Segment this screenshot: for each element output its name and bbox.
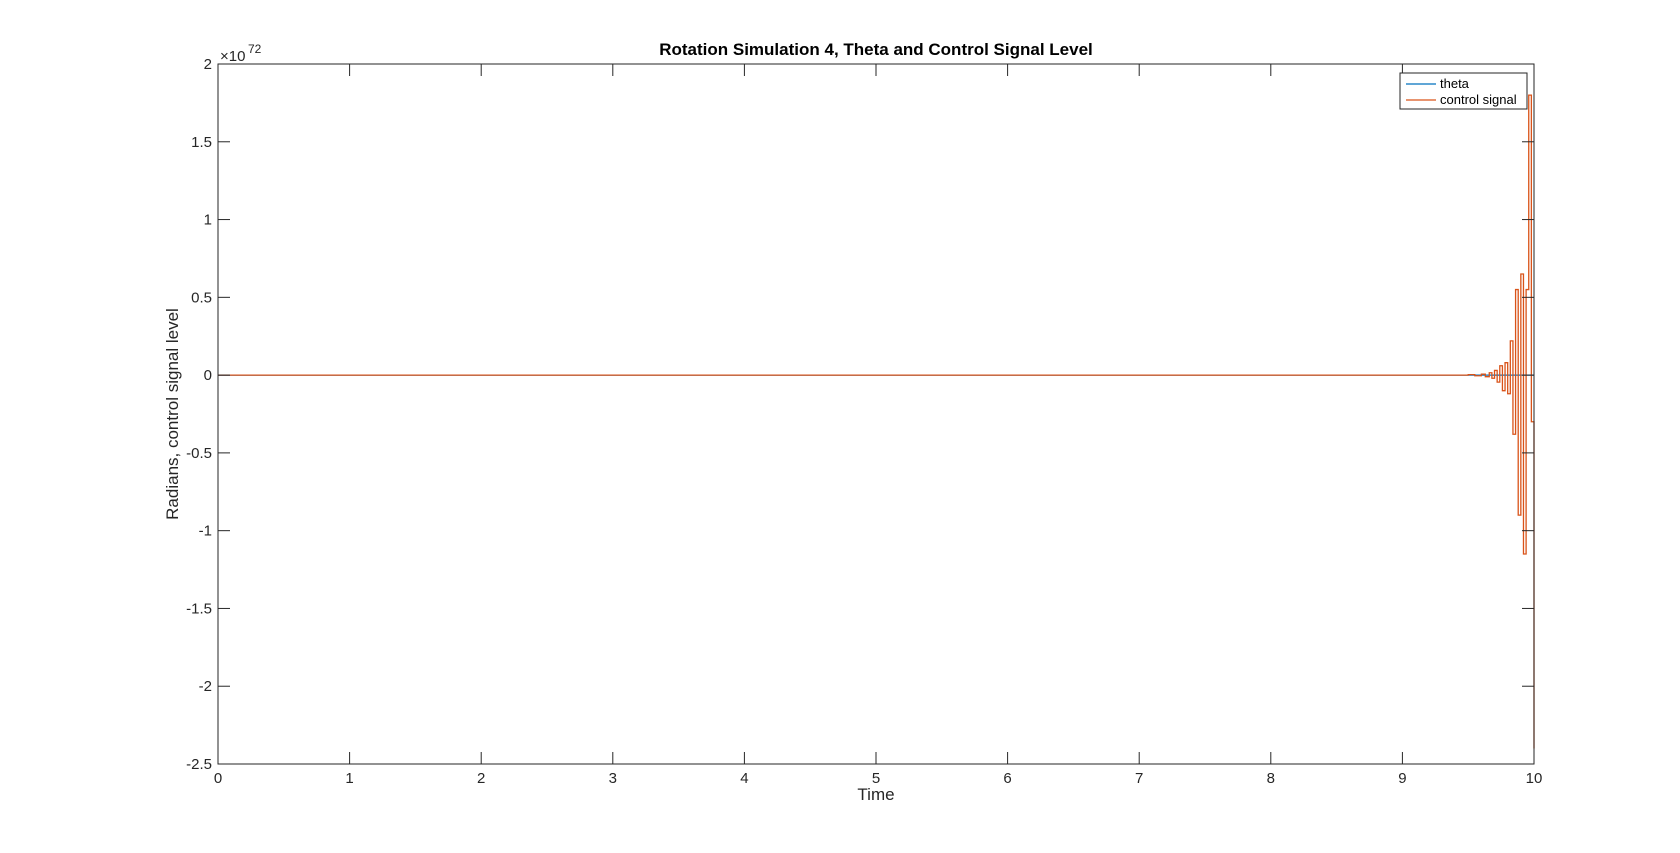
ticks-layer: 0 1 2 3 4 5 6 7 8 9 10 -2.5 -2 -1.5 -1 -0.5 0 0.5 1 1.5 2 — [186, 56, 1542, 787]
axes-background — [218, 64, 1534, 764]
y-exponent-base: ×10 — [220, 48, 245, 65]
y-tick-label: 1.5 — [191, 134, 212, 151]
y-exponent-power: 72 — [248, 42, 262, 56]
x-tick-label: 2 — [477, 770, 485, 787]
axes-box — [217, 63, 1535, 765]
y-tick-label: -1.5 — [186, 600, 212, 617]
y-tick-label: 2 — [204, 56, 212, 73]
x-tick-label: 9 — [1398, 770, 1406, 787]
y-tick-label: 1 — [204, 212, 212, 229]
y-axis-label: Radians, control signal level — [163, 308, 182, 520]
x-tick-label: 4 — [740, 770, 748, 787]
y-tick-label: -2.5 — [186, 756, 212, 773]
legend-label-control-signal: control signal — [1440, 92, 1517, 107]
y-tick-label: 0.5 — [191, 289, 212, 306]
legend: theta control signal — [1399, 72, 1528, 110]
chart-title: Rotation Simulation 4, Theta and Control… — [659, 40, 1093, 59]
x-tick-label: 0 — [214, 770, 222, 787]
x-tick-label: 1 — [345, 770, 353, 787]
legend-box — [1399, 72, 1528, 110]
x-tick-label: 8 — [1267, 770, 1275, 787]
x-tick-label: 6 — [1003, 770, 1011, 787]
x-tick-label: 7 — [1135, 770, 1143, 787]
y-tick-label: -2 — [199, 678, 212, 695]
series-line-control-signal — [218, 94, 1535, 749]
x-tick-label: 10 — [1526, 770, 1543, 787]
x-tick-label: 3 — [609, 770, 617, 787]
y-tick-label: 0 — [204, 367, 212, 384]
y-tick-label: -1 — [199, 523, 212, 540]
y-tick-label: -0.5 — [186, 445, 212, 462]
x-tick-label: 5 — [872, 770, 880, 787]
x-axis-label: Time — [857, 785, 894, 804]
legend-label-theta: theta — [1440, 76, 1470, 91]
